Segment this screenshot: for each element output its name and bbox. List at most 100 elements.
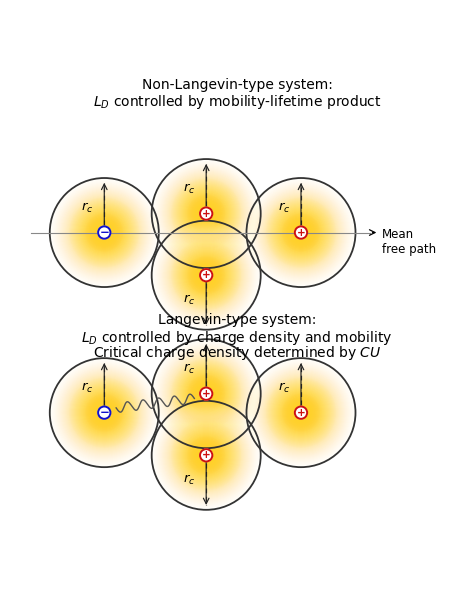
Circle shape <box>286 398 316 428</box>
Circle shape <box>84 393 124 433</box>
Circle shape <box>194 444 218 467</box>
Circle shape <box>173 242 240 309</box>
Circle shape <box>188 438 224 473</box>
Circle shape <box>295 406 307 419</box>
Circle shape <box>279 211 323 255</box>
Circle shape <box>83 392 125 433</box>
Circle shape <box>177 185 235 242</box>
Circle shape <box>75 204 133 261</box>
Circle shape <box>182 369 231 419</box>
Circle shape <box>203 272 209 278</box>
Circle shape <box>292 223 310 242</box>
Circle shape <box>276 207 326 257</box>
Circle shape <box>187 375 225 412</box>
Circle shape <box>194 202 218 225</box>
Circle shape <box>85 214 123 252</box>
Circle shape <box>69 197 140 268</box>
Circle shape <box>91 400 117 425</box>
Circle shape <box>64 193 144 272</box>
Circle shape <box>174 424 238 487</box>
Circle shape <box>200 207 212 220</box>
Text: $\it{L}_D$ controlled by mobility-lifetime product: $\it{L}_D$ controlled by mobility-lifeti… <box>92 93 382 111</box>
Circle shape <box>76 385 132 441</box>
Circle shape <box>198 206 214 222</box>
Circle shape <box>191 378 222 409</box>
Circle shape <box>68 196 141 269</box>
Circle shape <box>188 376 224 411</box>
Circle shape <box>260 372 342 453</box>
Text: $r_c$: $r_c$ <box>82 381 94 395</box>
Circle shape <box>196 204 216 223</box>
Circle shape <box>165 173 247 254</box>
Circle shape <box>197 204 215 223</box>
Circle shape <box>203 390 209 397</box>
Circle shape <box>63 371 146 454</box>
Circle shape <box>164 234 248 317</box>
Circle shape <box>80 388 129 438</box>
Circle shape <box>175 363 237 424</box>
Circle shape <box>102 231 106 234</box>
Circle shape <box>73 382 135 443</box>
Circle shape <box>287 399 315 427</box>
Circle shape <box>276 388 326 438</box>
Circle shape <box>272 384 330 441</box>
Circle shape <box>169 417 244 493</box>
Circle shape <box>177 365 235 422</box>
Circle shape <box>205 274 207 276</box>
Circle shape <box>202 271 210 279</box>
Circle shape <box>299 411 303 415</box>
Circle shape <box>174 244 238 307</box>
Circle shape <box>295 407 307 419</box>
Circle shape <box>97 406 111 420</box>
Circle shape <box>199 387 213 401</box>
Circle shape <box>196 265 216 285</box>
Circle shape <box>195 264 217 286</box>
Circle shape <box>87 215 121 249</box>
Circle shape <box>203 211 209 217</box>
Text: $r_c$: $r_c$ <box>183 293 196 307</box>
Circle shape <box>200 269 212 282</box>
Circle shape <box>81 389 128 436</box>
Circle shape <box>82 211 126 255</box>
Circle shape <box>98 406 110 419</box>
Circle shape <box>167 417 245 494</box>
Circle shape <box>193 201 219 226</box>
Circle shape <box>291 223 311 242</box>
Circle shape <box>180 367 233 420</box>
Circle shape <box>82 391 126 435</box>
Circle shape <box>172 241 241 310</box>
Text: Non-Langevin-type system:: Non-Langevin-type system: <box>142 78 332 92</box>
Circle shape <box>283 395 319 430</box>
Circle shape <box>72 200 137 265</box>
Circle shape <box>298 230 304 236</box>
Circle shape <box>74 383 134 442</box>
Circle shape <box>71 199 138 266</box>
Circle shape <box>164 352 248 435</box>
Circle shape <box>186 255 226 295</box>
Circle shape <box>173 181 239 246</box>
Circle shape <box>92 401 116 425</box>
Circle shape <box>79 207 130 258</box>
Circle shape <box>182 250 231 300</box>
Circle shape <box>264 375 338 450</box>
Circle shape <box>291 403 311 422</box>
Circle shape <box>298 409 304 416</box>
Circle shape <box>170 177 243 250</box>
Circle shape <box>89 217 120 248</box>
Circle shape <box>173 422 240 489</box>
Circle shape <box>290 401 312 424</box>
Circle shape <box>185 373 227 414</box>
Circle shape <box>189 377 223 411</box>
Circle shape <box>167 175 245 252</box>
Circle shape <box>282 394 320 431</box>
Circle shape <box>64 372 145 453</box>
Circle shape <box>194 263 218 287</box>
Circle shape <box>191 259 222 291</box>
Circle shape <box>192 200 220 228</box>
Circle shape <box>73 202 135 263</box>
Circle shape <box>300 231 302 234</box>
Circle shape <box>98 226 110 239</box>
Circle shape <box>86 215 122 250</box>
Circle shape <box>176 184 236 244</box>
Text: +: + <box>202 270 210 280</box>
